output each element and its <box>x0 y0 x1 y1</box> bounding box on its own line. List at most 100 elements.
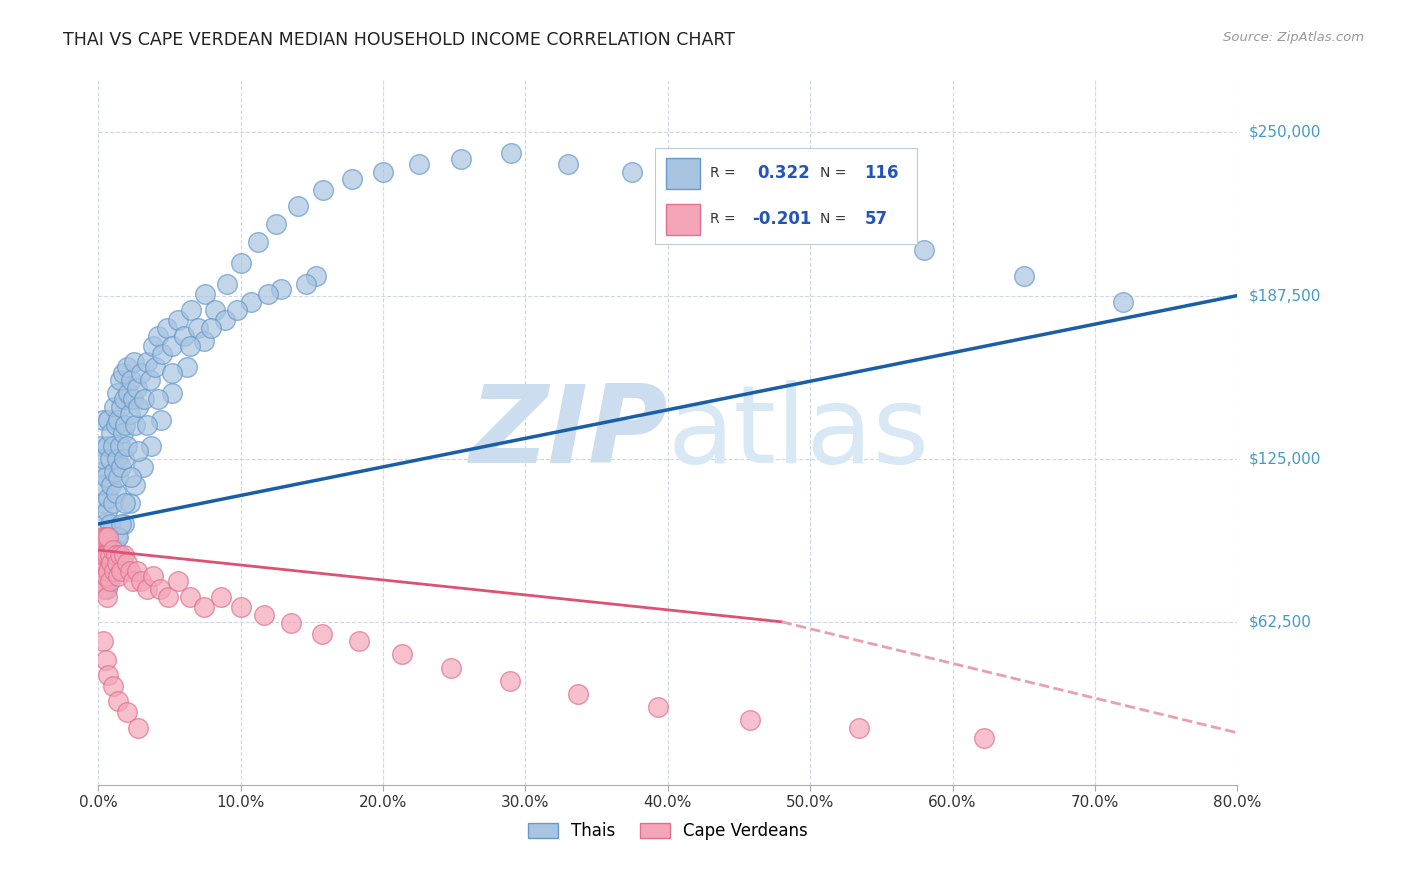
Point <box>105 530 128 544</box>
Point <box>97 668 120 682</box>
Bar <box>665 158 700 188</box>
Point <box>108 549 131 563</box>
Point <box>114 417 136 432</box>
Point <box>204 302 226 317</box>
Point <box>129 574 152 589</box>
Point <box>131 459 153 474</box>
Point <box>112 392 135 406</box>
Point <box>557 157 579 171</box>
Point <box>150 412 173 426</box>
Point <box>110 459 132 474</box>
Point <box>148 392 170 406</box>
Point <box>311 626 333 640</box>
Point <box>256 287 278 301</box>
Point <box>110 400 132 414</box>
Point <box>98 451 121 466</box>
Point <box>450 152 472 166</box>
Text: N =: N = <box>820 212 846 227</box>
Point <box>129 366 152 380</box>
Point <box>141 339 163 353</box>
Point <box>96 504 118 518</box>
Point <box>115 705 138 719</box>
Point <box>193 600 215 615</box>
Point <box>112 516 135 531</box>
Point <box>112 451 135 466</box>
Point <box>93 451 115 466</box>
Point <box>167 313 190 327</box>
Point <box>90 574 112 589</box>
Point <box>139 439 162 453</box>
Point <box>215 277 238 291</box>
Point <box>194 287 217 301</box>
Point <box>127 721 149 735</box>
Point <box>176 360 198 375</box>
Point <box>112 549 135 563</box>
Point <box>103 465 125 479</box>
Point <box>340 172 363 186</box>
Point <box>440 660 463 674</box>
Text: THAI VS CAPE VERDEAN MEDIAN HOUSEHOLD INCOME CORRELATION CHART: THAI VS CAPE VERDEAN MEDIAN HOUSEHOLD IN… <box>63 31 735 49</box>
Point <box>100 478 122 492</box>
Text: 57: 57 <box>865 211 887 228</box>
Point <box>848 721 870 735</box>
Point <box>90 538 112 552</box>
Point <box>111 366 134 380</box>
Point <box>101 556 124 570</box>
Point <box>94 530 117 544</box>
Point <box>266 217 288 231</box>
Text: N =: N = <box>820 166 846 180</box>
Point <box>229 600 252 615</box>
Point <box>103 400 125 414</box>
Point <box>107 569 129 583</box>
Point <box>94 653 117 667</box>
Point <box>121 574 143 589</box>
Point <box>799 209 821 223</box>
Point <box>91 549 114 563</box>
Point <box>156 321 179 335</box>
Point <box>107 694 129 708</box>
Text: $62,500: $62,500 <box>1249 615 1312 630</box>
Text: $125,000: $125,000 <box>1249 451 1320 467</box>
Point <box>167 574 190 589</box>
Point <box>187 321 209 335</box>
Point <box>135 355 157 369</box>
Text: 0.322: 0.322 <box>758 164 810 182</box>
Point <box>115 556 138 570</box>
Point <box>179 339 201 353</box>
Point <box>110 564 132 578</box>
Point <box>94 530 117 544</box>
Point <box>111 425 134 440</box>
Point <box>110 516 132 531</box>
Text: atlas: atlas <box>668 380 929 485</box>
Point <box>91 634 114 648</box>
Point <box>107 412 129 426</box>
Point <box>118 496 141 510</box>
Point <box>912 243 935 257</box>
Point <box>179 590 201 604</box>
Point <box>98 574 121 589</box>
Point <box>647 699 669 714</box>
Point <box>101 543 124 558</box>
Point <box>239 295 262 310</box>
Point <box>124 417 146 432</box>
Point <box>699 183 721 197</box>
Point <box>98 516 121 531</box>
Point <box>104 485 127 500</box>
Point <box>94 569 117 583</box>
Point <box>246 235 269 249</box>
Point <box>152 347 174 361</box>
Point <box>118 408 141 422</box>
Point <box>173 329 195 343</box>
Bar <box>665 204 700 235</box>
Point <box>90 439 112 453</box>
Point <box>105 556 128 570</box>
Point <box>162 339 184 353</box>
Point <box>120 470 142 484</box>
Point <box>97 564 120 578</box>
Point <box>105 386 128 401</box>
Point <box>108 439 131 453</box>
Point <box>108 549 131 563</box>
Point <box>621 164 644 178</box>
Point <box>1012 268 1035 283</box>
Point <box>391 648 413 662</box>
